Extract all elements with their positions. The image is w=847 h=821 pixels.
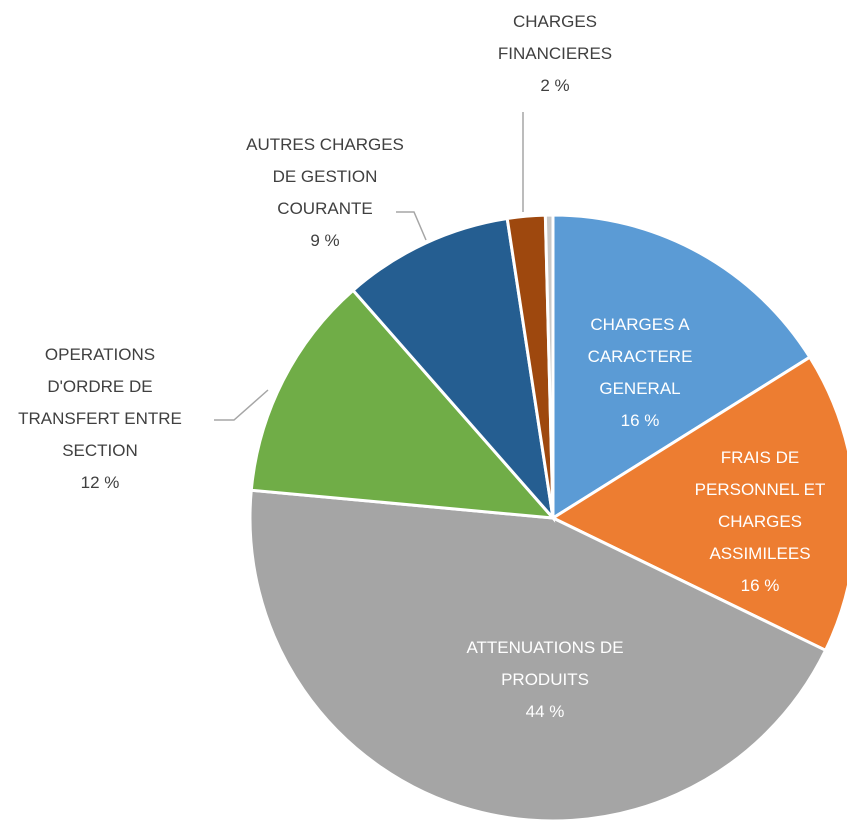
- category-label: CHARGES A CARACTERE GENERAL: [587, 315, 693, 398]
- slices: [248, 213, 847, 821]
- pie-slice: [549, 355, 847, 653]
- leader-line: [396, 211, 427, 241]
- category-label: FRAIS DE PERSONNEL ET CHARGES ASSIMILEES: [694, 448, 826, 563]
- pie-slice: [350, 216, 556, 523]
- category-label: ATTENUATIONS DE PRODUITS: [466, 638, 624, 689]
- pie-slice: [551, 213, 812, 521]
- category-label: OPERATIONS D'ORDRE DE TRANSFERT ENTRE SE…: [18, 345, 182, 460]
- value-label: 12 %: [80, 473, 120, 492]
- value-label: 16 %: [620, 411, 660, 430]
- value-label: 9 %: [310, 231, 340, 250]
- value-label: 2 %: [540, 76, 570, 95]
- leader-line: [214, 389, 269, 421]
- pie-slice: [543, 213, 555, 519]
- category-label: AUTRES CHARGES DE GESTION COURANTE: [246, 135, 404, 218]
- value-label: 44 %: [525, 702, 565, 721]
- pie-slice: [249, 288, 557, 520]
- pie-slice: [248, 488, 828, 821]
- value-label: 16 %: [740, 576, 780, 595]
- category-label: CHARGES FINANCIERES: [497, 12, 613, 63]
